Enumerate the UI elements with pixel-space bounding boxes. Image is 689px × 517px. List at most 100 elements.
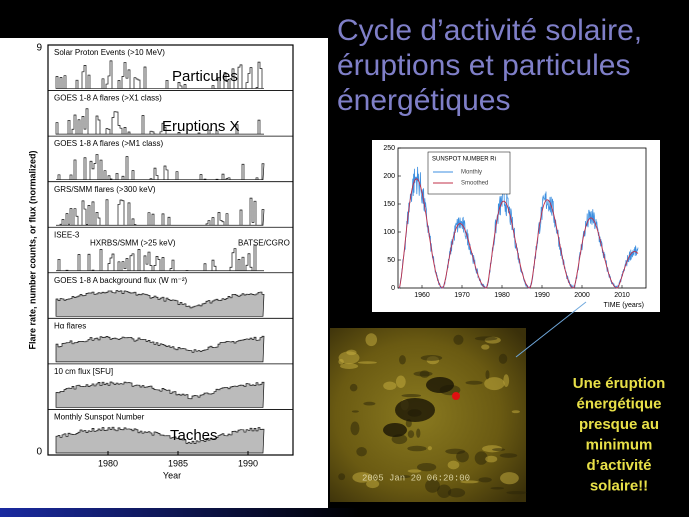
texture xyxy=(365,333,378,347)
texture xyxy=(474,336,498,341)
title: Cycle d’activité solaire, éruptions et pa… xyxy=(337,14,642,117)
panel-histogram xyxy=(56,154,265,181)
y-tick-label: 150 xyxy=(383,201,395,208)
y-tick-label: 50 xyxy=(387,257,395,264)
texture xyxy=(447,488,466,498)
texture xyxy=(407,445,427,452)
texture xyxy=(447,460,460,470)
annotation: Particules xyxy=(172,68,238,85)
texture xyxy=(395,375,406,388)
flare-marker xyxy=(452,392,460,400)
texture xyxy=(338,358,344,365)
x-tick-label: 1980 xyxy=(494,292,510,299)
texture xyxy=(465,380,483,385)
texture xyxy=(503,374,510,387)
x-tick-label: 1970 xyxy=(454,292,470,299)
panel-label: GRS/SMM flares (>300 keV) xyxy=(54,185,156,194)
panel-histogram xyxy=(55,60,264,89)
timestamp: 2005 Jan 20 06:20:00 xyxy=(362,473,470,483)
y-tick-label: 100 xyxy=(383,229,395,236)
texture xyxy=(499,453,518,458)
panel-label: Hα flares xyxy=(54,321,86,330)
texture xyxy=(474,451,488,465)
panel-histogram xyxy=(55,426,265,454)
texture xyxy=(419,370,430,378)
panel-label: GOES 1-8 A background flux (W m⁻²) xyxy=(54,276,187,285)
annotation: Taches xyxy=(170,427,218,444)
caption-line: minimum xyxy=(586,436,653,453)
panel-label: ISEE-3 xyxy=(54,230,80,239)
texture xyxy=(399,355,406,365)
texture xyxy=(484,377,505,391)
panel-label: 10 cm flux [SFU] xyxy=(54,367,113,376)
texture xyxy=(445,448,466,455)
pointer-line xyxy=(515,301,587,358)
y-bottom-label: 0 xyxy=(36,447,42,458)
texture xyxy=(349,383,358,392)
texture xyxy=(352,472,372,483)
panel-histogram xyxy=(56,244,264,272)
sunspot-figure-content: 0 50 100 150 200 250 1960 1970 1980 1990 2000 2010 T… xyxy=(383,145,647,309)
texture xyxy=(397,475,411,479)
texture xyxy=(346,349,357,356)
panel-label: BATSE/CGRO xyxy=(238,238,290,247)
legend-box xyxy=(427,151,511,195)
texture xyxy=(490,487,505,490)
caption-line: presque au xyxy=(579,416,659,433)
y-tick-label: 0 xyxy=(391,285,395,292)
annotation: Eruptions X xyxy=(162,118,240,135)
texture xyxy=(420,354,443,361)
texture xyxy=(478,477,492,483)
texture xyxy=(351,410,359,413)
texture xyxy=(356,446,367,457)
plot-frame xyxy=(397,147,647,289)
caption-line: solaire!! xyxy=(590,477,648,494)
texture xyxy=(437,484,452,498)
panel-label: Monthly Sunspot Number xyxy=(54,413,145,422)
texture xyxy=(511,410,520,414)
caption-line: d’activité xyxy=(586,457,651,474)
texture xyxy=(416,462,437,472)
x-tick-label: 1980 xyxy=(98,458,118,468)
x-tick-label: 1990 xyxy=(238,458,258,468)
texture xyxy=(416,428,421,438)
sunspot xyxy=(395,398,435,422)
texture xyxy=(407,469,422,473)
panel-label: GOES 1-8 A flares (>M1 class) xyxy=(54,139,163,148)
texture xyxy=(460,480,479,484)
caption-line: énergétique xyxy=(576,395,661,412)
legend-title: SUNSPOT NUMBER Ri xyxy=(432,157,496,163)
texture xyxy=(338,473,346,481)
x-axis-label: Year xyxy=(163,470,181,480)
footer-bar xyxy=(0,508,360,517)
texture xyxy=(453,334,464,345)
texture xyxy=(401,394,422,398)
texture xyxy=(500,472,519,485)
texture xyxy=(363,401,376,406)
texture xyxy=(366,479,380,489)
plot-frame xyxy=(47,44,294,456)
texture xyxy=(485,370,490,380)
y-tick-label: 250 xyxy=(383,145,395,152)
sunspot xyxy=(426,377,454,393)
x-tick-label: 2000 xyxy=(574,292,590,299)
y-tick-label: 200 xyxy=(383,173,395,180)
panel-histogram xyxy=(55,335,265,363)
texture xyxy=(492,448,506,452)
x-tick-label: 1985 xyxy=(168,458,188,468)
smoothed-curve xyxy=(398,178,639,289)
texture xyxy=(350,421,360,436)
panel-label: HXRBS/SMM (>25 keV) xyxy=(90,238,176,247)
panel-histogram xyxy=(55,381,265,408)
legend-label: Monthly xyxy=(461,170,482,176)
texture xyxy=(407,430,415,438)
texture xyxy=(425,479,440,493)
panel-histogram xyxy=(55,290,265,317)
texture xyxy=(427,446,432,451)
panel-label: GOES 1-8 A flares (>X1 class) xyxy=(54,94,162,103)
caption-line: Une éruption xyxy=(573,375,666,392)
texture xyxy=(498,353,508,364)
panel-label: Solar Proton Events (>10 MeV) xyxy=(54,48,165,57)
x-tick-label: 1990 xyxy=(534,292,550,299)
